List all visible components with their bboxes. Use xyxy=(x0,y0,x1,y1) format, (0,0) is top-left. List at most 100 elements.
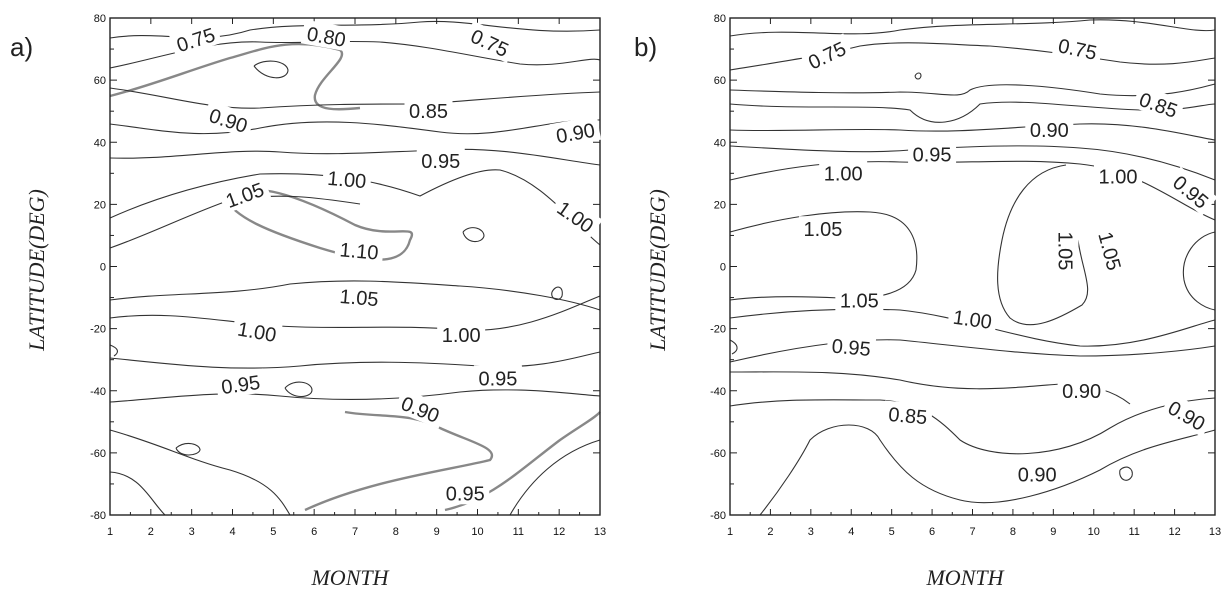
panel-a-contour-label-bg xyxy=(404,98,453,123)
panel-b-contour-label-bg xyxy=(1094,163,1142,188)
panel-b-contour-label-text: 1.00 xyxy=(1099,166,1138,188)
panel-b-x-tick-label: 12 xyxy=(1168,526,1180,538)
panel-b-x-tick-label: 5 xyxy=(889,526,895,538)
panel-a-contour-label-text: 0.95 xyxy=(478,368,517,390)
panel-a-contour-label-bg xyxy=(202,100,256,139)
panel-b-y-tick-label: -20 xyxy=(710,324,726,336)
panel-b-contour-label: 0.75 xyxy=(1051,31,1104,65)
panel-b-contour-label-text: 0.85 xyxy=(887,404,928,429)
panel-a-contour-label-bg xyxy=(215,368,266,399)
panel-b-contour-095 xyxy=(729,145,1216,181)
panel-a-contour-label-bg xyxy=(549,192,603,240)
panel-a-contour-label-bg xyxy=(321,164,372,193)
panel-a-contour-label-bg xyxy=(437,321,486,346)
panel-a-y-tick-label: -20 xyxy=(90,324,106,336)
panel-b-x-tick-label: 4 xyxy=(848,526,854,538)
panel-a-plot-frame xyxy=(109,17,601,516)
panel-b-contour-e1 xyxy=(1119,466,1133,481)
panel-a-contour-labels: 0.75 0.80 0.750.90 0.850.900.951.001.051.00… xyxy=(168,19,603,505)
panel-b-contour-label: 1.00 xyxy=(1094,163,1142,188)
panel-a-contour-label-text: 1.00 xyxy=(442,325,481,347)
panel-a-contour-095m xyxy=(109,351,601,369)
panel-b-contour-label-text: 0.90 xyxy=(1030,120,1069,142)
panel-b-contour-e3 xyxy=(729,339,738,355)
panel-b-contour-label: 1.00 xyxy=(819,160,868,185)
panel-b-contour-085s xyxy=(729,397,1216,455)
panel-a-contour-label: 1.00 xyxy=(231,314,283,347)
panel-a-contour-e1 xyxy=(462,227,485,243)
panel-b-contour-label: 0.90 xyxy=(1025,116,1074,142)
panel-a-contour-label-text: 1.05 xyxy=(223,179,267,213)
panel-a-contour-095b xyxy=(109,389,601,403)
panel-a-contour-095 xyxy=(109,148,601,166)
panel-b-contour-100 xyxy=(729,160,1216,221)
panel-b-y-tick-label: 0 xyxy=(720,262,726,274)
panel-a-x-tick-label: 12 xyxy=(553,526,565,538)
panel-b-contour-105b xyxy=(997,164,1089,326)
panel-b-contour-label-bg xyxy=(1057,377,1106,402)
panel-b-x-tick-label: 13 xyxy=(1209,526,1221,538)
panel-b-y-tick-label: 80 xyxy=(714,13,726,25)
panel-a-contour-e4 xyxy=(175,442,201,456)
panel-a-contours xyxy=(109,20,601,516)
panel-b-contour-070 xyxy=(729,19,1216,37)
panel-a-x-tick-label: 1 xyxy=(107,526,113,538)
panel-b-contour-label: 0.90 xyxy=(1013,461,1062,487)
panel-a-contour-e2 xyxy=(551,286,563,301)
panel-b-contour-090 xyxy=(729,123,1216,141)
panel-a-contour-label: 0.85 xyxy=(404,98,453,123)
panel-b-contour-label: 1.05 xyxy=(835,287,884,313)
panel-b-x-tick-label: 6 xyxy=(929,526,935,538)
panel-b-contour-label-text: 1.05 xyxy=(1093,230,1124,273)
panel-a-contour-label-bg xyxy=(168,19,222,58)
panel-b-contour-label-bg xyxy=(1051,31,1104,65)
panel-b-contour-label: 0.95 xyxy=(826,332,877,361)
panel-a-contour-label-bg xyxy=(441,480,490,505)
panel-a-x-tick-label: 4 xyxy=(229,526,235,538)
panel-b-contour-label: 0.75 xyxy=(799,33,854,76)
panel-b-ylabel: LATITUDE(DEG) xyxy=(645,189,670,352)
panel-a-contour-label-bg xyxy=(217,174,272,214)
panel-a-contour-label-bg xyxy=(416,147,465,172)
panel-a-contour-label-text: 0.85 xyxy=(409,101,448,123)
panel-b-contour-label: 1.00 xyxy=(947,303,999,334)
panel-a-contour-label-bg xyxy=(463,20,517,63)
panel-b-y-tick-label: 20 xyxy=(714,199,726,211)
panel-a-contour-label: 0.80 xyxy=(300,19,353,52)
panel-b-contour-label: 0.95 xyxy=(908,141,957,167)
panel-a-contour-label-text: 0.90 xyxy=(398,393,442,428)
panel-a-x-tick-label: 5 xyxy=(270,526,276,538)
panel-a-contour-label: 0.95 xyxy=(215,368,266,399)
panel-a-contour-e3 xyxy=(284,381,313,398)
panel-a-contour-label: 0.95 xyxy=(441,480,490,505)
panel-a-contour-090 xyxy=(109,119,601,135)
panel-b-y-tick-label: 40 xyxy=(714,137,726,149)
panel-a-x-tick-label: 3 xyxy=(189,526,195,538)
panel-b-contour-label-bg xyxy=(882,400,933,429)
panel-b-contour-label: 0.95 xyxy=(1165,166,1218,216)
panel-a-y-tick-label: 20 xyxy=(94,199,106,211)
panel-b-contour-label-text: 1.05 xyxy=(840,291,879,313)
panel-b-contour-label-bg xyxy=(1160,392,1214,438)
panel-b-contour-e2 xyxy=(914,72,922,80)
panel-b-y-tick-label: -60 xyxy=(710,448,726,460)
panel-b-label: b) xyxy=(634,32,657,62)
panel-b-contour-labels: 0.75 0.75 0.85 0.90 0.95 1.00 1.00 0.95 1.05 1.05… xyxy=(798,31,1218,487)
panel-a-contour-label: 0.75 xyxy=(168,19,222,58)
panel-b-contour-label-text: 1.05 xyxy=(803,219,842,241)
panel-a-contour-100 xyxy=(109,169,601,246)
panel-a-y-tick-label: 80 xyxy=(94,13,106,25)
panel-a-contour-label: 1.00 xyxy=(437,321,486,347)
panel-a-contour-label-text: 0.95 xyxy=(421,151,460,173)
panel-a-contour-label: 0.95 xyxy=(473,365,522,390)
panel-a-contour-label-text: 1.05 xyxy=(339,286,380,311)
panel-a-x-tick-label: 10 xyxy=(471,526,483,538)
panel-a-x-tick-label: 9 xyxy=(434,526,440,538)
panel-a-contour-label-text: 1.00 xyxy=(326,168,367,193)
panel-b-x-tick-label: 7 xyxy=(969,526,975,538)
panel-a-ylabel: LATITUDE(DEG) xyxy=(24,189,49,352)
panel-b-y-tick-label: -80 xyxy=(710,510,726,522)
panel-b-x-tick-label: 1 xyxy=(727,526,733,538)
panel-a-x-tick-label: 6 xyxy=(311,526,317,538)
